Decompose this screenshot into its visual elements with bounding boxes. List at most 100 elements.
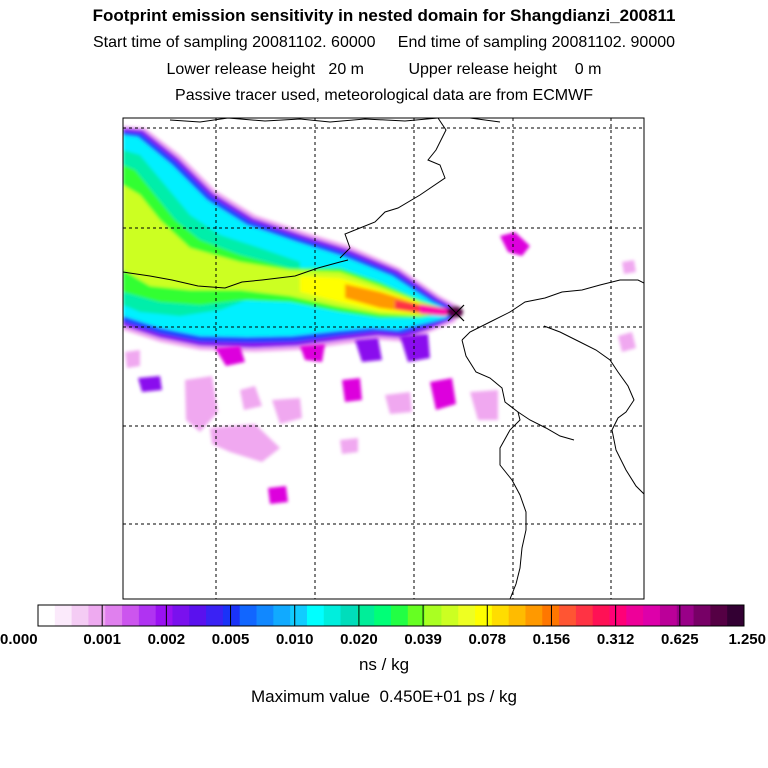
end-value: 20081102. 90000	[551, 34, 676, 51]
border-line-mid	[123, 259, 349, 289]
patch-south-2	[340, 438, 358, 454]
colorbar-cell	[391, 605, 409, 626]
plume-yellow-green	[123, 185, 452, 316]
colorbar-tick-label: 0.625	[661, 631, 699, 648]
patch-mid-8	[385, 392, 412, 414]
colorbar-cell	[138, 605, 157, 626]
coastlines	[123, 118, 644, 599]
coastline-bay	[461, 339, 527, 599]
colorbar-cell	[441, 605, 459, 626]
receptor-marker	[447, 304, 465, 322]
maximum-value: Maximum value 0.450E+01 ps / kg	[251, 687, 517, 706]
patch-west-1	[125, 350, 140, 368]
patch-mid-4	[342, 378, 362, 402]
upper-release-label: Upper release height	[408, 61, 557, 78]
colorbar-cell	[491, 605, 510, 626]
colorbar-cell	[559, 605, 577, 626]
start-label: Start time of sampling	[92, 34, 248, 51]
coastline-inner	[517, 411, 575, 441]
patch-mid-6	[470, 390, 498, 420]
patch-below-4	[400, 334, 430, 362]
colorbar-cell	[542, 605, 560, 626]
colorbar-cell	[38, 605, 56, 626]
colorbar-cell	[609, 605, 627, 626]
colorbar-tick-label: 1.250	[728, 631, 766, 648]
colorbar-tick-label: 0.005	[212, 631, 250, 648]
colorbar-cell	[693, 605, 711, 626]
colorbar-cell	[626, 605, 644, 626]
colorbar-cell	[155, 605, 173, 626]
colorbar-cell	[592, 605, 610, 626]
colorbar-tick-label: 0.010	[276, 631, 314, 648]
colorbar-cell	[306, 605, 325, 626]
colorbar-cell	[676, 605, 694, 626]
patch-below-2	[300, 344, 325, 362]
patch-below-1	[215, 346, 245, 366]
patch-mid-1	[185, 376, 218, 432]
map-area	[123, 118, 644, 599]
colorbar-cell	[239, 605, 257, 626]
colorbar-cell	[122, 605, 140, 626]
colorbar-cell	[407, 605, 426, 626]
patch-west-2	[138, 376, 162, 392]
colorbar-tick-label: 0.001	[83, 631, 121, 648]
colorbar-unit: ns / kg	[358, 655, 410, 674]
colorbar-cell	[256, 605, 274, 626]
colorbar-tick-label: 0.000	[0, 631, 38, 648]
colorbar-cell	[290, 605, 308, 626]
colorbar-cell	[659, 605, 678, 626]
colorbar-cell	[71, 605, 89, 626]
colorbar-cell	[525, 605, 543, 626]
colorbar-tick-label: 0.020	[340, 631, 378, 648]
start-value: 20081102. 60000	[252, 34, 376, 51]
chart-title: Footprint emission sensitivity in nested…	[92, 6, 676, 25]
coastline-peninsula	[461, 279, 644, 341]
patch-mid-3	[210, 424, 280, 462]
colorbar-cell	[189, 605, 207, 626]
colorbar-cell	[222, 605, 241, 626]
colorbar-cell	[727, 605, 745, 626]
patch-below-3	[355, 338, 382, 362]
plume	[123, 126, 463, 352]
colorbar-cell	[323, 605, 341, 626]
colorbar-cell	[643, 605, 661, 626]
colorbar-cell	[357, 605, 375, 626]
colorbar-cell	[88, 605, 106, 626]
colorbar-cell	[374, 605, 392, 626]
tracer-note: Passive tracer used, meteorological data…	[175, 87, 593, 104]
colorbar-tick-labels: 0.000 0.001 0.002 0.005 0.010 0.020 0.039 0.078…	[0, 605, 766, 648]
patch-south-east	[618, 332, 636, 352]
colorbar-cell	[340, 605, 358, 626]
colorbar-tick-label: 0.039	[404, 631, 442, 648]
colorbar-cell	[475, 605, 493, 626]
colorbar-cell	[508, 605, 526, 626]
map-frame	[122, 117, 645, 600]
coastline-east	[543, 325, 644, 495]
colorbar-cell	[105, 605, 123, 626]
colorbar-cells	[38, 605, 745, 626]
colorbar-cell	[206, 605, 224, 626]
patch-mid-7	[272, 398, 302, 424]
colorbar-cell	[575, 605, 594, 626]
colorbar-cell	[458, 605, 476, 626]
coastline-upper	[339, 118, 447, 259]
patch-mid-5	[430, 378, 456, 410]
end-label: End time of sampling	[397, 34, 548, 51]
colorbar-cell	[172, 605, 190, 626]
lower-release-label: Lower release height	[166, 61, 316, 78]
colorbar-tick-label: 0.156	[533, 631, 571, 648]
sampling-line: Start time of sampling 20081102. 60000 E…	[0, 34, 768, 52]
colorbar-cell	[710, 605, 728, 626]
colorbar-tick-label: 0.078	[468, 631, 506, 648]
patch-mid-2	[240, 386, 262, 410]
scattered-patches	[125, 232, 636, 504]
release-line: Lower release height 20 m Upper release …	[0, 61, 768, 79]
patch-south	[268, 486, 288, 504]
colorbar-tick-label: 0.312	[597, 631, 635, 648]
colorbar-cell	[54, 605, 73, 626]
gridlines	[123, 118, 644, 599]
colorbar-tick-label: 0.002	[148, 631, 186, 648]
colorbar-cell	[273, 605, 291, 626]
colorbar-cell	[424, 605, 442, 626]
